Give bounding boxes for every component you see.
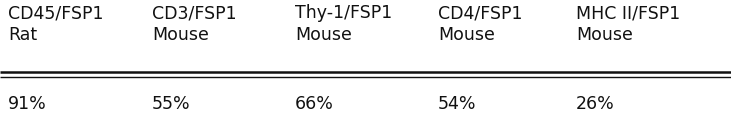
Text: 54%: 54% (438, 95, 477, 113)
Text: 66%: 66% (295, 95, 334, 113)
Text: CD3/FSP1
Mouse: CD3/FSP1 Mouse (152, 4, 237, 44)
Text: Thy-1/FSP1
Mouse: Thy-1/FSP1 Mouse (295, 4, 393, 44)
Text: MHC II/FSP1
Mouse: MHC II/FSP1 Mouse (576, 4, 681, 44)
Text: CD4/FSP1
Mouse: CD4/FSP1 Mouse (438, 4, 523, 44)
Text: 55%: 55% (152, 95, 191, 113)
Text: 91%: 91% (8, 95, 47, 113)
Text: 26%: 26% (576, 95, 615, 113)
Text: CD45/FSP1
Rat: CD45/FSP1 Rat (8, 4, 104, 44)
